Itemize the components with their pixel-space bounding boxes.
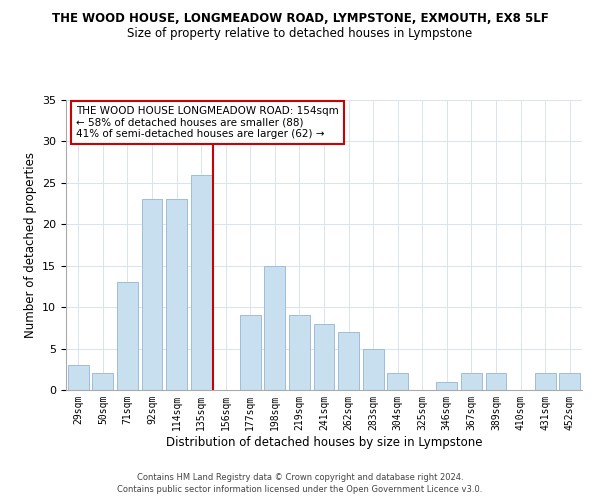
Bar <box>68 365 89 390</box>
Text: THE WOOD HOUSE LONGMEADOW ROAD: 154sqm
← 58% of detached houses are smaller (88): THE WOOD HOUSE LONGMEADOW ROAD: 154sqm ←… <box>76 106 339 139</box>
X-axis label: Distribution of detached houses by size in Lympstone: Distribution of detached houses by size … <box>166 436 482 448</box>
Bar <box>265 266 286 390</box>
Text: Contains public sector information licensed under the Open Government Licence v3: Contains public sector information licen… <box>118 485 482 494</box>
Bar <box>240 316 261 390</box>
Bar <box>117 282 138 390</box>
Bar <box>289 316 310 390</box>
Bar <box>92 374 113 390</box>
Bar <box>338 332 359 390</box>
Bar <box>142 200 163 390</box>
Bar <box>166 200 187 390</box>
Text: Contains HM Land Registry data © Crown copyright and database right 2024.: Contains HM Land Registry data © Crown c… <box>137 472 463 482</box>
Bar <box>559 374 580 390</box>
Bar <box>387 374 408 390</box>
Bar <box>461 374 482 390</box>
Bar <box>314 324 334 390</box>
Bar <box>436 382 457 390</box>
Text: Size of property relative to detached houses in Lympstone: Size of property relative to detached ho… <box>127 28 473 40</box>
Bar <box>191 174 212 390</box>
Y-axis label: Number of detached properties: Number of detached properties <box>23 152 37 338</box>
Text: THE WOOD HOUSE, LONGMEADOW ROAD, LYMPSTONE, EXMOUTH, EX8 5LF: THE WOOD HOUSE, LONGMEADOW ROAD, LYMPSTO… <box>52 12 548 26</box>
Bar <box>362 348 383 390</box>
Bar <box>535 374 556 390</box>
Bar <box>485 374 506 390</box>
